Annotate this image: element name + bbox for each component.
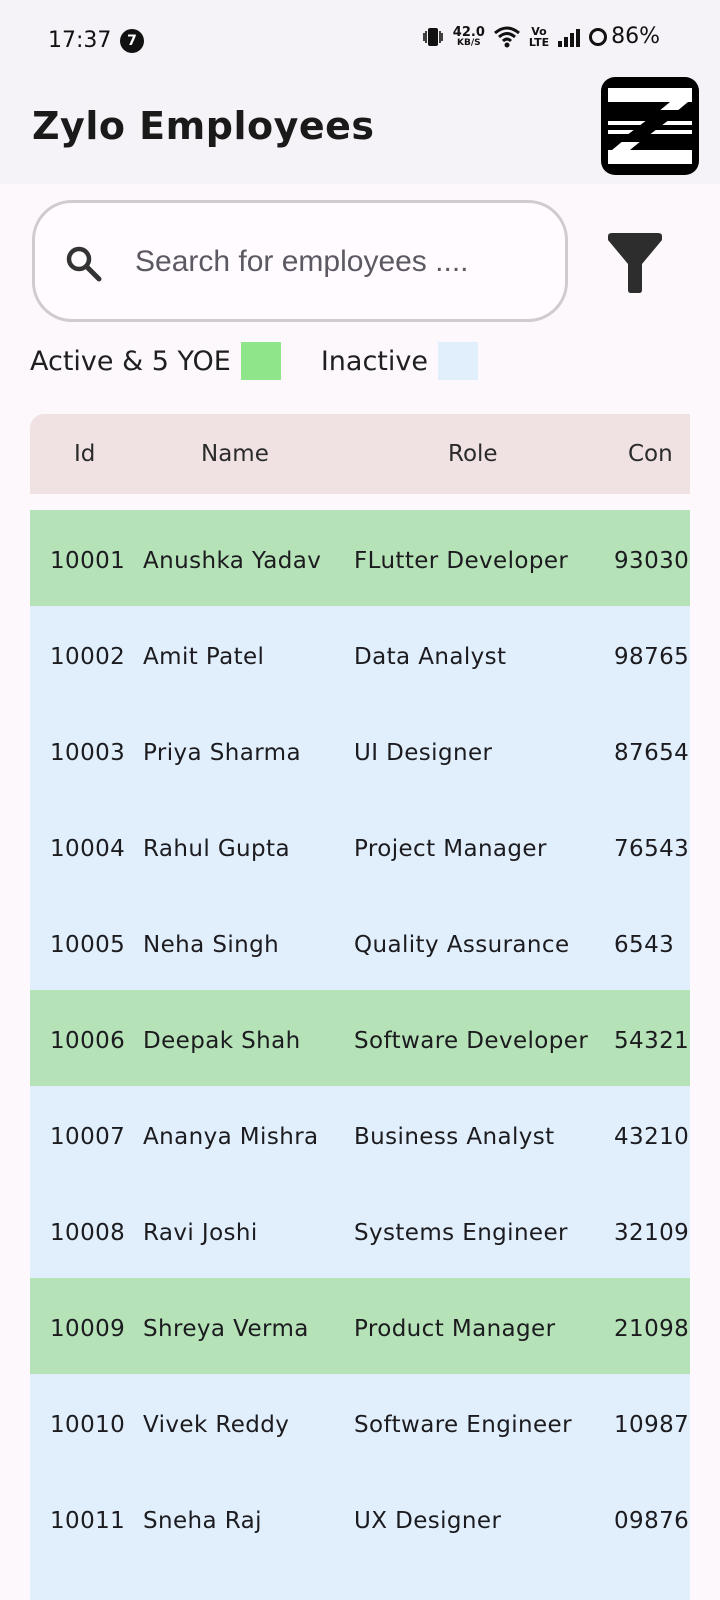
cell-name: Neha Singh <box>143 932 280 958</box>
legend-active-label: Active & 5 YOE <box>30 345 231 377</box>
legend-inactive-label: Inactive <box>320 345 428 377</box>
vibrate-icon <box>422 27 443 46</box>
battery-indicator: 86% <box>589 24 660 49</box>
cell-contact: 93030 <box>614 548 690 574</box>
signal-icon <box>558 28 581 47</box>
table-row[interactable]: 10008 Ravi Joshi Systems Engineer 32109 <box>30 1182 690 1278</box>
cell-name: Rahul Gupta <box>143 836 290 862</box>
zylo-logo <box>601 77 699 175</box>
search-input[interactable] <box>133 233 537 291</box>
header-name[interactable]: Name <box>201 441 269 467</box>
table-row[interactable]: 10004 Rahul Gupta Project Manager 76543 <box>30 798 690 894</box>
cell-name: Ananya Mishra <box>143 1124 319 1150</box>
cell-role: Project Manager <box>354 836 547 862</box>
net-speed-value: 42.0 <box>452 24 485 40</box>
status-bar: 17:37 7 42.0 KB/S Vo LTE 86% <box>0 0 720 84</box>
cell-id: 10010 <box>50 1412 126 1438</box>
cell-name: Deepak Shah <box>143 1028 301 1054</box>
cell-role: Systems Engineer <box>354 1220 568 1246</box>
cell-role: UI Designer <box>354 740 493 766</box>
header-contact[interactable]: Con <box>628 441 673 467</box>
status-icons: 42.0 KB/S Vo LTE 86% <box>421 24 660 49</box>
wifi-icon <box>493 26 520 47</box>
status-time: 17:37 <box>48 28 112 53</box>
cell-name: Anushka Yadav <box>143 548 322 574</box>
cell-contact: 32109 <box>614 1220 690 1246</box>
cell-contact: 10987 <box>614 1412 690 1438</box>
table-row[interactable]: 10006 Deepak Shah Software Developer 543… <box>30 990 690 1086</box>
cell-id: 10004 <box>50 836 126 862</box>
header-id[interactable]: Id <box>74 441 96 467</box>
table-header: Id Name Role Con <box>30 414 690 494</box>
cell-contact: 21098 <box>614 1316 690 1342</box>
cell-role: Quality Assurance <box>354 932 570 958</box>
cell-role: Software Developer <box>354 1028 589 1054</box>
cell-role: Software Engineer <box>354 1412 572 1438</box>
cell-name: Amit Patel <box>143 644 265 670</box>
table-row[interactable]: 10010 Vivek Reddy Software Engineer 1098… <box>30 1374 690 1470</box>
network-type: Vo LTE <box>529 26 549 48</box>
net-speed: 42.0 KB/S <box>453 26 485 48</box>
legend-inactive-swatch <box>437 342 478 380</box>
cell-contact: 6543 <box>614 932 675 958</box>
notification-count-badge: 7 <box>120 29 144 53</box>
legend: Active & 5 YOE Inactive <box>30 342 518 380</box>
employee-table[interactable]: Id Name Role Con 10001 Anushka Yadav FLu… <box>30 414 690 1600</box>
table-row[interactable]: 10007 Ananya Mishra Business Analyst 432… <box>30 1086 690 1182</box>
cell-name: Sneha Raj <box>143 1508 262 1534</box>
cell-role: Business Analyst <box>354 1124 555 1150</box>
cell-contact: 43210 <box>614 1124 690 1150</box>
filter-icon[interactable] <box>606 232 664 294</box>
cell-id: 10005 <box>50 932 126 958</box>
cell-id: 10006 <box>50 1028 126 1054</box>
cell-id: 10009 <box>50 1316 126 1342</box>
cell-role: FLutter Developer <box>354 548 569 574</box>
header-role[interactable]: Role <box>448 441 498 467</box>
cell-contact: 76543 <box>614 836 690 862</box>
cell-role: Product Manager <box>354 1316 556 1342</box>
table-row[interactable]: 10003 Priya Sharma UI Designer 87654 <box>30 702 690 798</box>
page-title: Zylo Employees <box>32 104 375 148</box>
table-row[interactable]: 10009 Shreya Verma Product Manager 21098 <box>30 1278 690 1374</box>
cell-role: UX Designer <box>354 1508 502 1534</box>
cell-role: Data Analyst <box>354 644 507 670</box>
table-row[interactable]: 10005 Neha Singh Quality Assurance 6543 <box>30 894 690 990</box>
table-row[interactable] <box>30 1566 690 1600</box>
cell-name: Vivek Reddy <box>143 1412 290 1438</box>
cell-name: Shreya Verma <box>143 1316 309 1342</box>
search-bar[interactable] <box>32 200 568 322</box>
network-type-lte: LTE <box>528 35 550 49</box>
table-row[interactable]: 10002 Amit Patel Data Analyst 98765 <box>30 606 690 702</box>
cell-id: 10007 <box>50 1124 126 1150</box>
battery-ring-icon <box>589 27 608 46</box>
cell-contact: 54321 <box>614 1028 690 1054</box>
net-speed-unit: KB/S <box>457 37 481 48</box>
cell-id: 10001 <box>50 548 126 574</box>
table-row[interactable]: 10001 Anushka Yadav FLutter Developer 93… <box>30 510 690 606</box>
cell-name: Priya Sharma <box>143 740 301 766</box>
cell-contact: 98765 <box>614 644 690 670</box>
cell-id: 10002 <box>50 644 126 670</box>
search-icon <box>66 246 102 282</box>
table-body: 10001 Anushka Yadav FLutter Developer 93… <box>30 510 690 1600</box>
cell-name: Ravi Joshi <box>143 1220 258 1246</box>
cell-contact: 09876 <box>614 1508 690 1534</box>
app-bar: Zylo Employees <box>0 77 720 184</box>
table-row[interactable]: 10011 Sneha Raj UX Designer 09876 <box>30 1470 690 1566</box>
cell-id: 10011 <box>50 1508 126 1534</box>
legend-active-swatch <box>240 342 281 380</box>
battery-percent: 86% <box>611 24 660 49</box>
cell-id: 10003 <box>50 740 126 766</box>
network-type-vo: Vo <box>531 24 547 38</box>
cell-id: 10008 <box>50 1220 126 1246</box>
cell-contact: 87654 <box>614 740 690 766</box>
